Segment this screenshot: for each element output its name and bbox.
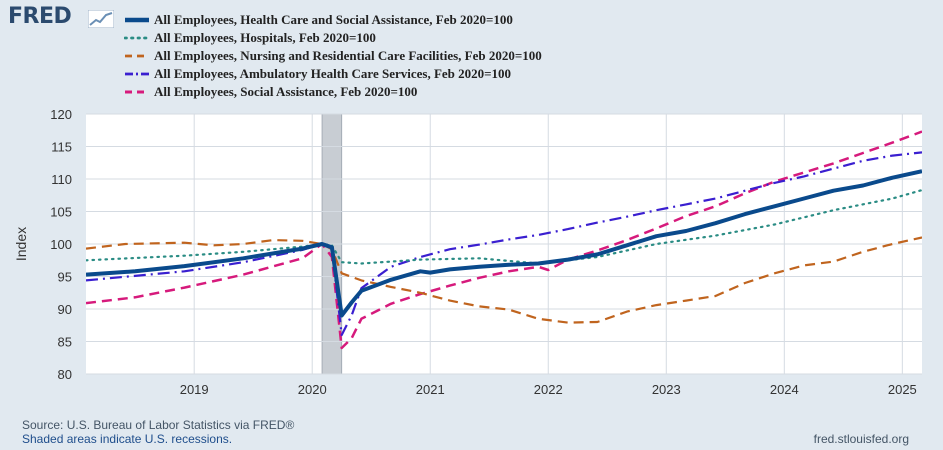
- legend-swatch-2: [125, 54, 149, 58]
- fred-logo[interactable]: FRED: [8, 4, 72, 29]
- fred-logo-chart-icon: [88, 10, 114, 28]
- y-tick-label-120: 120: [50, 107, 72, 122]
- y-tick-label-110: 110: [51, 172, 72, 187]
- legend-label-4: All Employees, Social Assistance, Feb 20…: [154, 84, 418, 99]
- legend-swatch-1: [124, 36, 150, 40]
- series-line-2: [86, 236, 922, 324]
- recession-note: Shaded areas indicate U.S. recessions.: [22, 432, 233, 446]
- y-tick-label-100: 100: [50, 237, 72, 252]
- legend-label-1: All Employees, Hospitals, Feb 2020=100: [154, 30, 376, 45]
- legend-item-3: All Employees, Ambulatory Health Care Se…: [124, 65, 542, 83]
- y-tick-label-90: 90: [58, 302, 72, 317]
- y-axis-label: Index: [13, 227, 29, 261]
- chart-legend: All Employees, Health Care and Social As…: [124, 11, 542, 101]
- legend-label-3: All Employees, Ambulatory Health Care Se…: [154, 66, 512, 81]
- x-tick-label-2024: 2024: [770, 382, 799, 397]
- legend-swatch-4: [125, 90, 149, 94]
- x-tick-label-2022: 2022: [534, 382, 563, 397]
- legend-label-2: All Employees, Nursing and Residential C…: [154, 48, 542, 63]
- series-line-0: [86, 169, 922, 318]
- y-tick-label-115: 115: [51, 140, 72, 155]
- x-tick-label-2023: 2023: [652, 382, 681, 397]
- x-tick-label-2020: 2020: [298, 382, 327, 397]
- legend-item-2: All Employees, Nursing and Residential C…: [124, 47, 542, 65]
- x-tick-label-2021: 2021: [416, 382, 445, 397]
- y-tick-label-80: 80: [58, 367, 72, 382]
- legend-item-0: All Employees, Health Care and Social As…: [124, 11, 542, 29]
- legend-item-4: All Employees, Social Assistance, Feb 20…: [124, 83, 542, 101]
- legend-item-1: All Employees, Hospitals, Feb 2020=100: [124, 29, 542, 47]
- legend-label-0: All Employees, Health Care and Social As…: [154, 12, 513, 27]
- legend-swatch-3: [125, 72, 149, 76]
- source-note: Source: U.S. Bureau of Labor Statistics …: [22, 418, 295, 432]
- legend-swatch-0: [125, 17, 149, 23]
- y-tick-label-105: 105: [50, 205, 72, 220]
- fred-site-link[interactable]: fred.stlouisfed.org: [813, 432, 909, 446]
- x-tick-label-2025: 2025: [888, 382, 917, 397]
- y-tick-label-95: 95: [58, 270, 72, 285]
- y-tick-label-85: 85: [58, 335, 72, 350]
- x-tick-label-2019: 2019: [180, 382, 209, 397]
